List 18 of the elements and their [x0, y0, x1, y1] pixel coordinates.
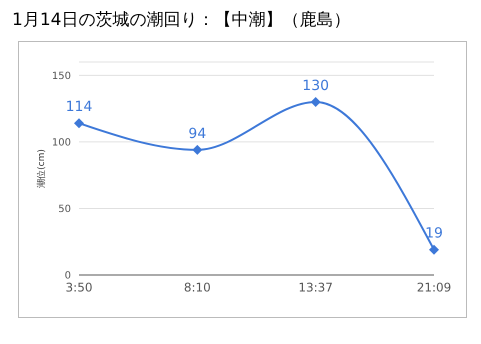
point [74, 118, 84, 128]
x-tick-label: 8:10 [184, 280, 211, 295]
y-tick-label: 100 [52, 137, 71, 148]
y-tick-label: 150 [52, 70, 71, 82]
data-label: 114 [66, 99, 92, 116]
x-tick-label: 13:37 [298, 280, 333, 295]
data-label: 19 [425, 226, 443, 242]
chart-title: 1月14日の茨城の潮回り：【中潮】（鹿島） [12, 9, 352, 31]
data-label: 130 [302, 78, 330, 94]
point [192, 144, 202, 155]
y-tick-label: 0 [64, 270, 71, 282]
data-label: 94 [188, 126, 206, 142]
x-tick-label: 21:09 [416, 280, 452, 295]
x-tick-label: 3:50 [66, 280, 92, 295]
y-tick-label: 50 [58, 204, 71, 215]
y-axis-title: 潮位(cm) [36, 149, 48, 188]
point [310, 96, 321, 107]
point [429, 244, 439, 255]
